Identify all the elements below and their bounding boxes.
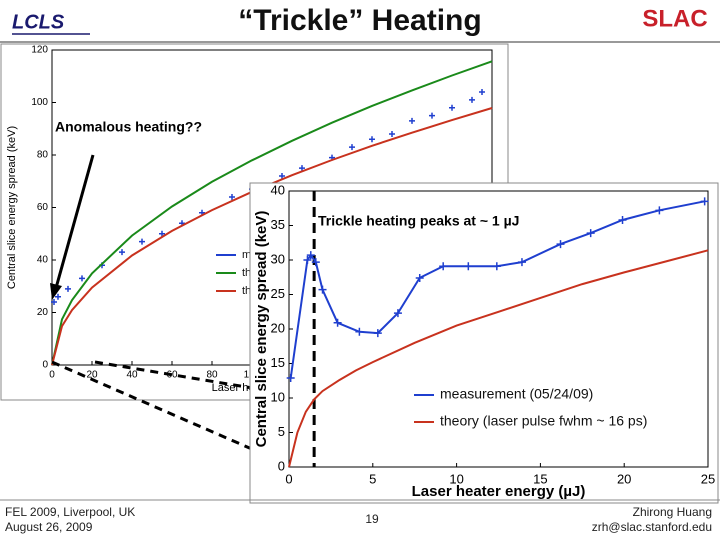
data-point bbox=[449, 104, 455, 111]
y-tick-label: 100 bbox=[31, 97, 48, 108]
x-tick-label: 80 bbox=[206, 370, 218, 381]
dashed-arrow bbox=[51, 360, 285, 465]
footer-text: Zhirong Huang bbox=[633, 505, 712, 519]
y-tick-label: 35 bbox=[271, 217, 285, 232]
data-point bbox=[333, 318, 342, 327]
data-point bbox=[119, 249, 125, 256]
annotation: Anomalous heating?? bbox=[55, 119, 202, 135]
data-point bbox=[55, 293, 61, 300]
lcls-logo: LCLS bbox=[12, 11, 65, 33]
x-axis-label: Laser heater energy (µJ) bbox=[412, 483, 586, 500]
data-point bbox=[389, 131, 395, 137]
slide-title: “Trickle” Heating bbox=[238, 4, 481, 37]
y-tick-label: 0 bbox=[278, 458, 285, 473]
slac-logo: SLAC bbox=[642, 5, 707, 32]
data-point bbox=[517, 258, 526, 267]
data-point bbox=[355, 327, 364, 336]
arrow bbox=[54, 154, 95, 289]
series-line bbox=[51, 107, 493, 366]
data-point bbox=[139, 238, 145, 245]
footer-text: FEL 2009, Liverpool, UK bbox=[5, 505, 135, 519]
data-point bbox=[469, 96, 475, 103]
series-line bbox=[51, 60, 493, 366]
data-point bbox=[429, 112, 435, 119]
x-tick-label: 40 bbox=[126, 370, 138, 381]
y-axis-label: Central slice energy spread (keV) bbox=[253, 211, 270, 448]
y-axis-label: Central slice energy spread (keV) bbox=[6, 126, 18, 289]
x-tick-label: 20 bbox=[86, 370, 98, 381]
data-point bbox=[492, 262, 501, 271]
data-point bbox=[373, 329, 382, 338]
y-tick-label: 20 bbox=[37, 307, 49, 318]
y-tick-label: 15 bbox=[271, 355, 285, 370]
data-point bbox=[279, 173, 285, 179]
y-tick-label: 20 bbox=[271, 320, 285, 335]
page-number: 19 bbox=[365, 512, 379, 526]
x-tick-label: 5 bbox=[369, 471, 376, 486]
data-point bbox=[586, 229, 595, 238]
data-point bbox=[299, 165, 305, 172]
data-point bbox=[556, 240, 565, 249]
x-tick-label: 25 bbox=[701, 471, 715, 486]
data-point bbox=[464, 262, 473, 271]
data-point bbox=[318, 285, 327, 294]
data-point bbox=[618, 215, 627, 224]
arrowhead bbox=[50, 283, 62, 300]
data-point bbox=[409, 117, 415, 124]
data-point bbox=[415, 273, 424, 282]
x-tick-label: 60 bbox=[166, 370, 178, 381]
footer-text: August 26, 2009 bbox=[5, 520, 93, 534]
data-point bbox=[700, 197, 709, 206]
data-point bbox=[79, 275, 85, 282]
data-point bbox=[479, 89, 485, 95]
data-point bbox=[655, 206, 664, 215]
chart-inset: 0 5 10 15 20 25 30 35 40 0 5 10 15 20 25 Laser heater e… bbox=[253, 182, 715, 500]
data-point bbox=[369, 136, 375, 143]
legend-label: theory (laser pulse fwhm ~ 16 ps) bbox=[440, 413, 647, 429]
annotation: Trickle heating peaks at ~ 1 µJ bbox=[318, 213, 519, 229]
x-tick-label: 0 bbox=[285, 471, 292, 486]
series-line bbox=[288, 249, 709, 468]
y-tick-label: 10 bbox=[271, 389, 285, 404]
data-point bbox=[311, 258, 320, 267]
footer-text: zrh@slac.stanford.edu bbox=[592, 520, 712, 534]
data-point bbox=[286, 373, 295, 382]
y-tick-label: 40 bbox=[271, 182, 285, 197]
data-point bbox=[159, 230, 165, 237]
data-point bbox=[229, 194, 235, 200]
y-tick-label: 30 bbox=[271, 251, 285, 266]
data-point bbox=[303, 256, 312, 264]
x-tick-label: 15 bbox=[533, 471, 547, 486]
data-point bbox=[393, 309, 402, 318]
legend-label: measurement (05/24/09) bbox=[440, 386, 593, 402]
data-point bbox=[65, 285, 71, 292]
data-point bbox=[439, 262, 448, 271]
data-point bbox=[51, 299, 57, 305]
y-tick-label: 60 bbox=[37, 202, 49, 213]
data-point bbox=[306, 251, 315, 260]
x-tick-label: 20 bbox=[617, 471, 631, 486]
x-tick-label: 10 bbox=[449, 471, 463, 486]
y-tick-label: 25 bbox=[271, 286, 285, 301]
y-tick-label: 40 bbox=[37, 255, 49, 266]
y-tick-label: 80 bbox=[37, 150, 49, 161]
y-tick-label: 5 bbox=[278, 424, 285, 439]
x-tick-label: 0 bbox=[49, 370, 55, 381]
y-tick-label: 0 bbox=[42, 360, 48, 371]
y-tick-label: 120 bbox=[31, 45, 48, 56]
data-point bbox=[349, 144, 355, 151]
